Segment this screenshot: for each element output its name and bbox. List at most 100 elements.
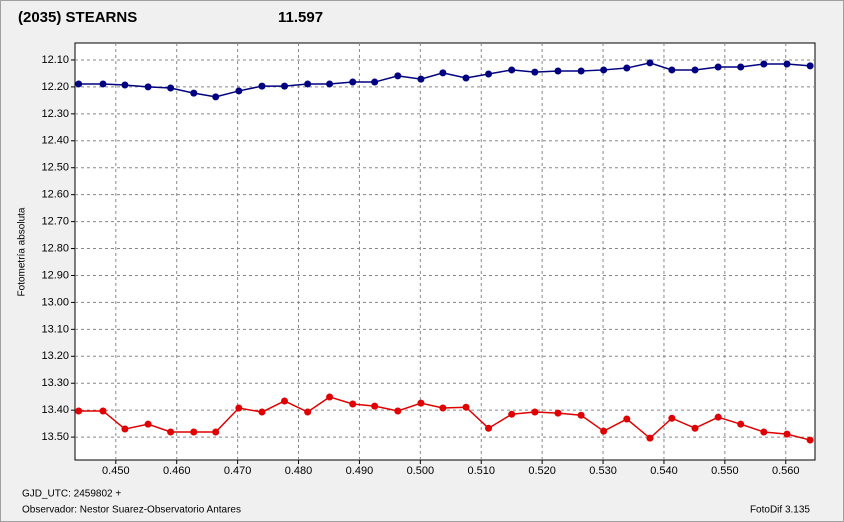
data-point xyxy=(371,78,379,86)
x-tick-label: 0.500 xyxy=(407,465,435,477)
footer-text: FotoDif 3.135 xyxy=(750,505,810,516)
data-point xyxy=(554,67,562,75)
y-tick-label: 12.30 xyxy=(41,108,69,120)
data-point xyxy=(281,397,289,405)
x-tick-label: 0.520 xyxy=(528,465,556,477)
data-point xyxy=(806,436,814,444)
data-point xyxy=(212,93,220,101)
data-point xyxy=(75,407,83,415)
data-point xyxy=(668,414,676,422)
data-point xyxy=(531,68,539,76)
data-point xyxy=(349,400,357,408)
chart-title: (2035) STEARNS xyxy=(18,9,137,26)
data-point xyxy=(258,82,266,90)
data-point xyxy=(737,420,745,428)
data-point xyxy=(760,60,768,68)
x-tick-label: 0.560 xyxy=(772,465,800,477)
data-point xyxy=(144,83,152,91)
data-point xyxy=(235,87,243,95)
data-point xyxy=(508,410,516,418)
x-tick-label: 0.450 xyxy=(102,465,130,477)
data-point xyxy=(714,413,722,421)
data-point xyxy=(646,59,654,67)
data-point xyxy=(121,425,129,433)
data-point xyxy=(623,415,631,423)
data-point xyxy=(190,89,198,97)
data-point xyxy=(600,427,608,435)
x-tick-label: 0.470 xyxy=(224,465,252,477)
y-tick-label: 12.50 xyxy=(41,162,69,174)
data-point xyxy=(190,428,198,436)
data-point xyxy=(783,430,791,438)
data-point xyxy=(714,63,722,71)
data-point xyxy=(304,408,312,416)
data-point xyxy=(462,403,470,411)
y-tick-label: 13.10 xyxy=(41,323,69,335)
data-point xyxy=(281,82,289,90)
data-point xyxy=(99,407,107,415)
data-point xyxy=(144,420,152,428)
y-tick-label: 13.00 xyxy=(41,296,69,308)
x-tick-label: 0.540 xyxy=(650,465,678,477)
y-tick-label: 13.30 xyxy=(41,377,69,389)
data-point xyxy=(99,80,107,88)
x-tick-label: 0.510 xyxy=(467,465,495,477)
chart-subtitle: 11.597 xyxy=(278,9,323,26)
y-axis-label: Fotometría absoluta xyxy=(17,207,28,296)
data-point xyxy=(668,66,676,74)
data-point xyxy=(304,80,312,88)
y-tick-label: 12.20 xyxy=(41,81,69,93)
data-point xyxy=(600,66,608,74)
data-point xyxy=(75,80,83,88)
y-tick-label: 12.40 xyxy=(41,135,69,147)
data-point xyxy=(462,74,470,82)
data-point xyxy=(783,60,791,68)
data-point xyxy=(691,66,699,74)
data-point xyxy=(760,428,768,436)
data-point xyxy=(326,80,334,88)
data-point xyxy=(691,424,699,432)
data-point xyxy=(121,81,129,89)
plot-area xyxy=(74,42,816,461)
data-point xyxy=(167,84,175,92)
x-tick-label: 0.480 xyxy=(285,465,313,477)
data-point xyxy=(417,399,425,407)
y-tick-label: 13.40 xyxy=(41,404,69,416)
data-point xyxy=(554,409,562,417)
data-point xyxy=(417,75,425,83)
data-point xyxy=(577,411,585,419)
x-tick-label: 0.550 xyxy=(711,465,739,477)
data-point xyxy=(371,402,379,410)
x-tick-label: 0.460 xyxy=(163,465,191,477)
data-point xyxy=(349,78,357,86)
x-tick-label: 0.530 xyxy=(589,465,617,477)
data-point xyxy=(394,407,402,415)
data-point xyxy=(326,393,334,401)
data-point xyxy=(577,67,585,75)
y-tick-label: 12.80 xyxy=(41,242,69,254)
data-point xyxy=(212,428,220,436)
data-point xyxy=(737,63,745,71)
y-tick-label: 13.20 xyxy=(41,350,69,362)
y-tick-label: 12.70 xyxy=(41,216,69,228)
data-point xyxy=(439,404,447,412)
data-point xyxy=(258,408,266,416)
data-point xyxy=(646,434,654,442)
y-tick-label: 12.90 xyxy=(41,269,69,281)
data-point xyxy=(806,62,814,70)
data-point xyxy=(508,66,516,74)
y-tick-label: 13.50 xyxy=(41,431,69,443)
footer-text: Observador: Nestor Suarez-Observatorio A… xyxy=(22,505,241,516)
data-point xyxy=(531,408,539,416)
x-tick-label: 0.490 xyxy=(346,465,374,477)
data-point xyxy=(167,428,175,436)
footer-text: GJD_UTC: 2459802 + xyxy=(22,489,121,500)
data-point xyxy=(394,72,402,80)
data-point xyxy=(485,424,493,432)
data-point xyxy=(235,404,243,412)
y-tick-label: 12.60 xyxy=(41,189,69,201)
data-point xyxy=(623,64,631,72)
data-point xyxy=(485,70,493,78)
data-point xyxy=(439,69,447,77)
